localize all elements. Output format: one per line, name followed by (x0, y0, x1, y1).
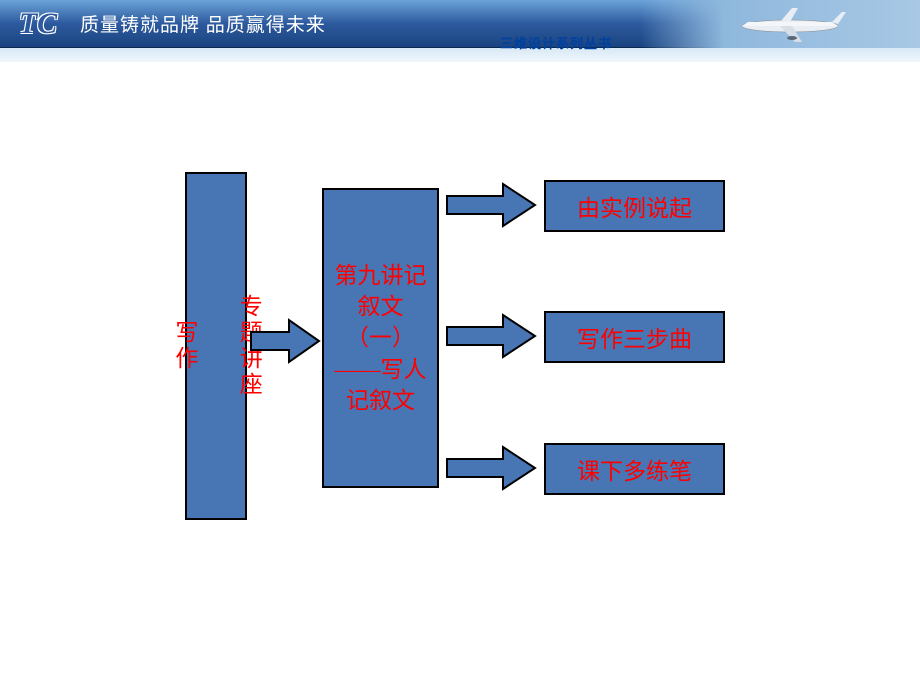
arrow-to-right-2 (445, 313, 537, 359)
header-slogan: 质量铸就品牌 品质赢得未来 (80, 10, 326, 37)
node-right-2: 写作三步曲 (544, 311, 725, 363)
arrow-to-right-3 (445, 445, 537, 491)
node-left: 专题讲座 写作 (185, 172, 247, 520)
subtitle-band (0, 48, 920, 62)
arrow-to-right-1 (445, 182, 537, 228)
node-right-3: 课下多练笔 (544, 443, 725, 495)
airplane-icon (720, 2, 850, 44)
flowchart-diagram: 专题讲座 写作 第九讲记叙文（一）——写人记叙文 由实例说起 写作三步曲 课下多… (185, 170, 775, 540)
header-subtitle: 三维设计系列丛书 (500, 33, 612, 52)
header-bar: TC 质量铸就品牌 品质赢得未来 (0, 0, 920, 48)
node-center: 第九讲记叙文（一）——写人记叙文 (322, 188, 439, 488)
logo-text: TC (19, 7, 57, 41)
logo: TC (10, 4, 66, 44)
node-right-2-text: 写作三步曲 (577, 320, 692, 354)
arrow-left-to-center (249, 318, 321, 364)
node-left-line2: 写作 (172, 320, 197, 372)
node-center-text: 第九讲记叙文（一）——写人记叙文 (332, 260, 429, 415)
node-right-1-text: 由实例说起 (577, 189, 692, 223)
node-right-3-text: 课下多练笔 (577, 452, 692, 486)
node-right-1: 由实例说起 (544, 180, 725, 232)
